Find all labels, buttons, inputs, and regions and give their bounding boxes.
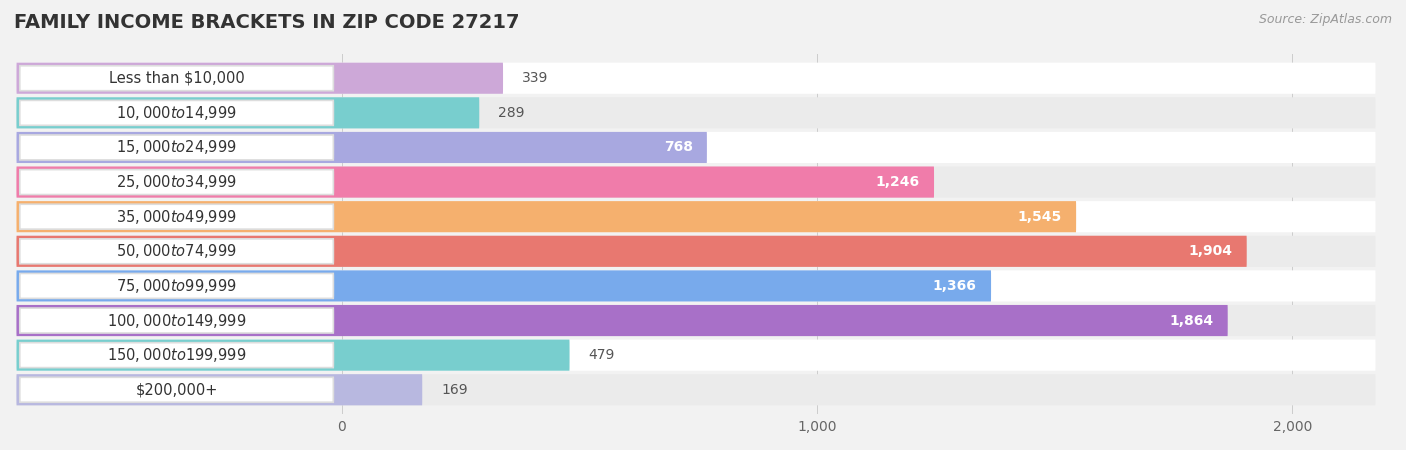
- FancyBboxPatch shape: [20, 377, 333, 402]
- FancyBboxPatch shape: [17, 97, 1375, 128]
- Text: 768: 768: [664, 140, 693, 154]
- Text: $150,000 to $199,999: $150,000 to $199,999: [107, 346, 246, 364]
- FancyBboxPatch shape: [17, 132, 1375, 163]
- Text: $15,000 to $24,999: $15,000 to $24,999: [117, 139, 238, 157]
- FancyBboxPatch shape: [17, 270, 1375, 302]
- Text: 1,366: 1,366: [934, 279, 977, 293]
- FancyBboxPatch shape: [17, 340, 569, 371]
- Text: 479: 479: [589, 348, 614, 362]
- FancyBboxPatch shape: [20, 100, 333, 125]
- Text: 1,864: 1,864: [1170, 314, 1213, 328]
- FancyBboxPatch shape: [17, 305, 1375, 336]
- FancyBboxPatch shape: [17, 236, 1375, 267]
- FancyBboxPatch shape: [17, 236, 1247, 267]
- FancyBboxPatch shape: [17, 201, 1076, 232]
- Text: FAMILY INCOME BRACKETS IN ZIP CODE 27217: FAMILY INCOME BRACKETS IN ZIP CODE 27217: [14, 14, 520, 32]
- FancyBboxPatch shape: [17, 166, 1375, 198]
- FancyBboxPatch shape: [17, 374, 1375, 405]
- Text: Less than $10,000: Less than $10,000: [108, 71, 245, 86]
- Text: 339: 339: [522, 71, 548, 85]
- Text: 169: 169: [441, 383, 468, 397]
- Text: 1,545: 1,545: [1018, 210, 1062, 224]
- FancyBboxPatch shape: [20, 343, 333, 368]
- FancyBboxPatch shape: [17, 340, 1375, 371]
- FancyBboxPatch shape: [17, 166, 934, 198]
- FancyBboxPatch shape: [17, 305, 1227, 336]
- FancyBboxPatch shape: [20, 274, 333, 298]
- Text: 1,246: 1,246: [876, 175, 920, 189]
- FancyBboxPatch shape: [20, 170, 333, 194]
- Text: Source: ZipAtlas.com: Source: ZipAtlas.com: [1258, 14, 1392, 27]
- FancyBboxPatch shape: [17, 374, 422, 405]
- Text: $35,000 to $49,999: $35,000 to $49,999: [117, 208, 238, 226]
- FancyBboxPatch shape: [20, 66, 333, 91]
- Text: 289: 289: [498, 106, 524, 120]
- Text: $10,000 to $14,999: $10,000 to $14,999: [117, 104, 238, 122]
- Text: $25,000 to $34,999: $25,000 to $34,999: [117, 173, 238, 191]
- FancyBboxPatch shape: [20, 308, 333, 333]
- Text: $75,000 to $99,999: $75,000 to $99,999: [117, 277, 238, 295]
- FancyBboxPatch shape: [17, 97, 479, 128]
- Text: $50,000 to $74,999: $50,000 to $74,999: [117, 242, 238, 260]
- FancyBboxPatch shape: [17, 201, 1375, 232]
- FancyBboxPatch shape: [17, 270, 991, 302]
- FancyBboxPatch shape: [17, 63, 503, 94]
- Text: $200,000+: $200,000+: [135, 382, 218, 397]
- Text: 1,904: 1,904: [1188, 244, 1233, 258]
- Text: $100,000 to $149,999: $100,000 to $149,999: [107, 311, 246, 329]
- FancyBboxPatch shape: [20, 204, 333, 229]
- FancyBboxPatch shape: [17, 63, 1375, 94]
- FancyBboxPatch shape: [20, 135, 333, 160]
- FancyBboxPatch shape: [17, 132, 707, 163]
- FancyBboxPatch shape: [20, 239, 333, 264]
